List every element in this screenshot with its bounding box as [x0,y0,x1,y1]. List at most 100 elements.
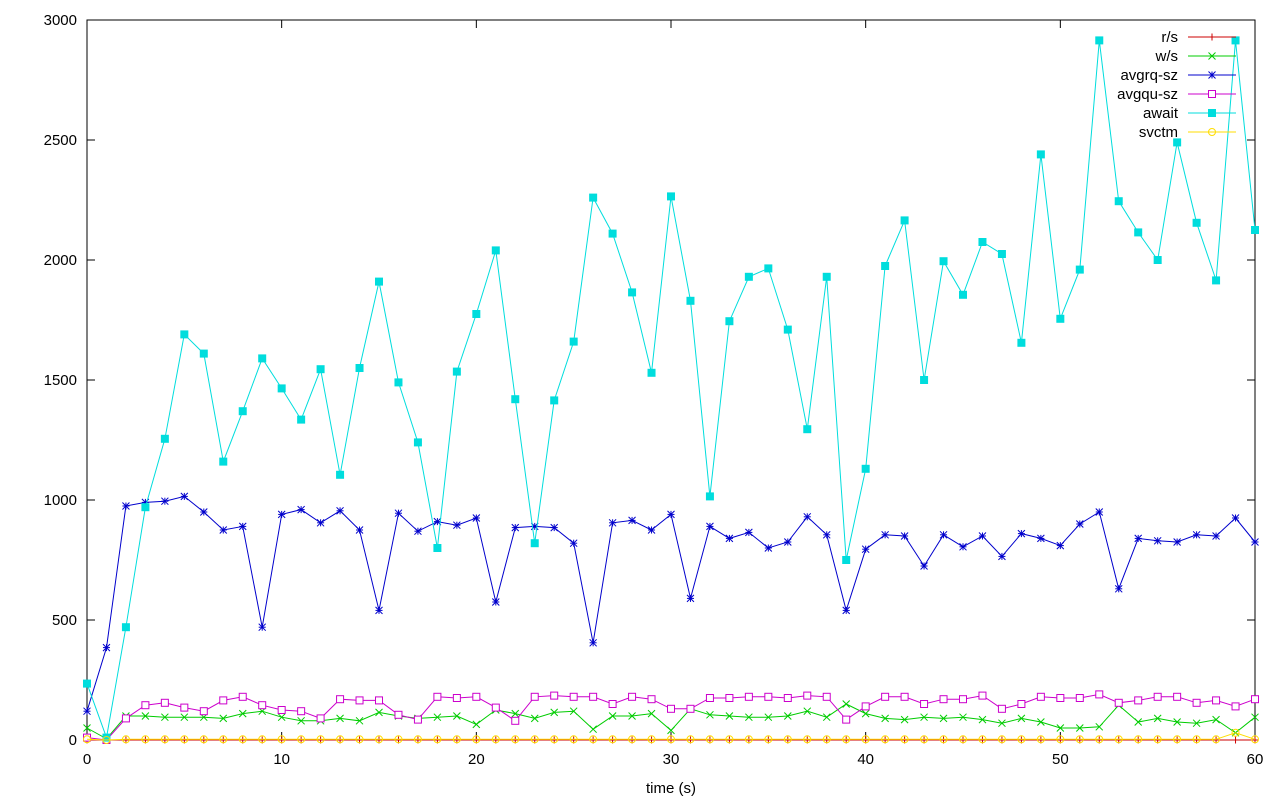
data-point-svctm [180,735,189,744]
legend-marker [1208,52,1216,60]
data-point-avgqu-sz [1251,695,1259,704]
data-point-await [297,415,306,424]
data-point-svctm [452,735,461,744]
data-point-await [491,246,500,255]
data-point-avgqu-sz [1017,700,1026,708]
data-point-svctm [394,735,403,744]
data-point-avgrq-sz [355,526,364,534]
data-point-await [394,378,403,387]
x-tick-label: 20 [468,751,485,768]
data-point-svctm [1036,735,1045,744]
data-point-w-s [881,714,889,723]
data-point-avgqu-sz [647,695,656,704]
data-point-w-s [745,713,753,722]
data-point-avgqu-sz [939,695,948,704]
data-point-await [433,544,442,552]
data-point-w-s [589,725,597,734]
data-point-svctm [667,735,675,744]
data-point-await [861,464,870,473]
data-point-svctm [725,735,734,744]
data-point-w-s [803,707,812,716]
data-point-avgqu-sz [83,733,91,742]
data-point-w-s [764,713,773,722]
data-point-avgqu-sz [316,714,325,723]
data-point-await [1056,314,1065,323]
data-point-svctm [1114,735,1123,744]
series-r-s [83,736,1259,744]
series-line-avgrq-sz [86,495,1256,712]
data-point-svctm [550,735,559,744]
data-point-avgrq-sz [316,518,325,527]
data-point-await [647,368,656,377]
data-point-w-s [900,715,909,724]
legend-marker [1208,90,1216,98]
data-point-avgqu-sz [336,695,345,704]
data-point-await [900,216,909,225]
data-point-avgqu-sz [764,692,773,701]
legend-label: avgqu-sz [1117,86,1178,103]
data-point-avgrq-sz [375,606,383,615]
data-point-avgrq-sz [83,707,91,716]
data-point-w-s [569,707,578,716]
data-point-svctm [297,735,306,744]
legend-marker [1208,71,1216,79]
data-point-w-s [725,712,734,720]
data-point-svctm [705,735,714,744]
data-point-svctm [511,735,520,744]
data-point-avgqu-sz [1212,696,1221,705]
data-point-svctm [1017,735,1026,744]
data-point-svctm [238,735,247,744]
data-point-await [316,365,325,374]
y-tick-label: 2500 [44,132,77,149]
data-point-avgrq-sz [1037,534,1045,543]
data-point-svctm [1173,735,1182,744]
data-point-await [667,192,675,201]
data-point-avgrq-sz [939,530,948,539]
data-point-avgrq-sz [1212,532,1220,540]
data-point-avgrq-sz [336,506,344,515]
data-point-w-s [530,714,539,723]
data-point-w-s [1037,718,1045,726]
data-point-await [842,556,851,564]
data-point-w-s [783,712,792,720]
data-point-svctm [1075,735,1084,744]
data-point-avgqu-sz [1095,690,1104,699]
legend-item-avgqu-sz: avgqu-sz [1117,86,1236,103]
data-point-avgrq-sz [764,544,773,552]
data-point-await [1075,265,1084,274]
y-tick-label: 500 [52,612,77,629]
data-point-avgrq-sz [959,542,967,551]
data-point-await [1173,138,1182,147]
x-tick-label: 0 [83,751,91,768]
data-point-w-s [608,712,617,720]
data-point-await [608,229,617,238]
data-point-await [1153,256,1162,264]
axis-ticks: 0 500 1000 1500 2000 2500 3000 0 10 20 30 40 50 60 [44,12,1264,768]
data-point-avgrq-sz [1231,514,1240,522]
data-point-svctm [491,735,500,744]
data-point-w-s [628,712,636,720]
data-point-await [511,395,520,404]
data-point-await [1017,338,1026,347]
data-point-avgrq-sz [1114,584,1123,593]
data-point-avgqu-sz [920,700,929,708]
data-point-w-s [375,708,383,717]
data-point-w-s [1075,724,1084,732]
data-point-w-s [180,713,189,722]
y-tick-label: 1000 [44,492,77,509]
data-point-svctm [199,735,208,744]
data-point-avgrq-sz [277,510,286,519]
data-point-await [238,407,247,416]
data-point-avgqu-sz [1056,694,1065,702]
data-point-w-s [1173,718,1181,726]
data-point-avgqu-sz [803,691,812,700]
legend-item-r-s: r/s [1161,29,1236,46]
data-point-w-s [1134,718,1143,726]
data-point-avgrq-sz [122,502,130,510]
data-point-avgrq-sz [822,530,831,539]
data-point-avgrq-sz [180,492,189,501]
data-point-svctm [121,735,130,744]
data-point-avgqu-sz [219,696,228,705]
legend-item-avgrq-sz: avgrq-sz [1120,67,1236,84]
data-point-avgrq-sz [453,521,461,530]
